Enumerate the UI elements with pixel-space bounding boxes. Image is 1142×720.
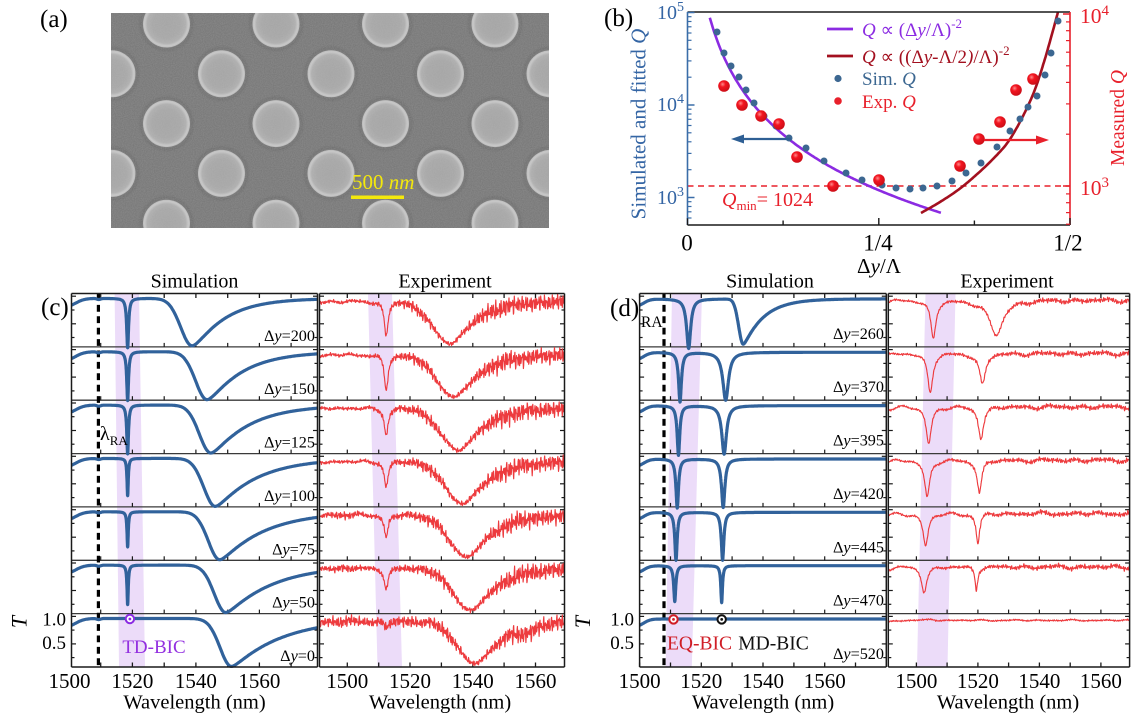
svg-text:T: T bbox=[570, 614, 595, 628]
svg-text:(d): (d) bbox=[610, 295, 639, 322]
svg-text:Qmin= 1024: Qmin= 1024 bbox=[722, 189, 813, 213]
svg-text:103: 103 bbox=[1080, 175, 1109, 200]
svg-text:1540: 1540 bbox=[1018, 669, 1060, 693]
svg-text:Wavelength (nm): Wavelength (nm) bbox=[369, 692, 511, 714]
svg-text:Δy=100: Δy=100 bbox=[264, 487, 315, 505]
svg-text:Experiment: Experiment bbox=[960, 271, 1054, 293]
svg-text:(a): (a) bbox=[40, 6, 68, 33]
svg-text:1520: 1520 bbox=[389, 669, 431, 693]
svg-text:Δy=200: Δy=200 bbox=[264, 327, 315, 345]
svg-text:Δy=260: Δy=260 bbox=[833, 325, 884, 343]
svg-text:1/2: 1/2 bbox=[1053, 231, 1082, 256]
svg-text:1500: 1500 bbox=[619, 669, 661, 693]
svg-text:Δy=395: Δy=395 bbox=[833, 432, 884, 450]
svg-text:Simulated and fitted Q: Simulated and fitted Q bbox=[627, 29, 651, 220]
svg-text:Δy=75: Δy=75 bbox=[272, 540, 315, 558]
svg-text:1/4: 1/4 bbox=[863, 231, 893, 256]
svg-text:1.0: 1.0 bbox=[610, 610, 634, 631]
svg-text:1560: 1560 bbox=[238, 669, 280, 693]
svg-text:500 nm: 500 nm bbox=[352, 170, 414, 194]
svg-text:EQ-BIC: EQ-BIC bbox=[667, 634, 732, 655]
svg-text:1520: 1520 bbox=[680, 669, 722, 693]
svg-text:T: T bbox=[7, 614, 32, 628]
svg-text:104: 104 bbox=[1080, 3, 1110, 28]
svg-text:Experiment: Experiment bbox=[398, 271, 492, 293]
svg-text:1540: 1540 bbox=[175, 669, 217, 693]
svg-text:1560: 1560 bbox=[804, 669, 846, 693]
svg-text:TD-BIC: TD-BIC bbox=[122, 637, 185, 658]
svg-text:(b): (b) bbox=[604, 5, 633, 32]
svg-text:Δy/Λ: Δy/Λ bbox=[857, 254, 902, 278]
svg-text:105: 105 bbox=[657, 0, 684, 24]
svg-text:104: 104 bbox=[657, 92, 684, 116]
svg-text:Δy=0: Δy=0 bbox=[280, 647, 315, 665]
svg-text:1500: 1500 bbox=[326, 669, 368, 693]
svg-text:Simulation: Simulation bbox=[726, 271, 814, 293]
svg-text:Δy=370: Δy=370 bbox=[833, 378, 884, 396]
svg-text:Sim. Q: Sim. Q bbox=[862, 69, 916, 90]
svg-text:1500: 1500 bbox=[895, 669, 937, 693]
svg-text:Wavelength (nm): Wavelength (nm) bbox=[123, 692, 265, 714]
svg-text:Measured Q: Measured Q bbox=[1108, 70, 1129, 166]
svg-text:Q ∝ ((Δy-Λ/2)/Λ)-2: Q ∝ ((Δy-Λ/2)/Λ)-2 bbox=[862, 43, 1010, 68]
svg-text:Δy=125: Δy=125 bbox=[264, 434, 315, 452]
svg-text:1520: 1520 bbox=[957, 669, 999, 693]
svg-text:1540: 1540 bbox=[742, 669, 784, 693]
svg-text:(c): (c) bbox=[41, 294, 69, 321]
svg-text:λRA: λRA bbox=[100, 423, 128, 448]
svg-text:Δy=50: Δy=50 bbox=[272, 594, 315, 612]
svg-text:Q ∝ (Δy/Λ)-2: Q ∝ (Δy/Λ)-2 bbox=[862, 16, 962, 41]
svg-text:Exp. Q: Exp. Q bbox=[862, 92, 916, 113]
svg-text:0.5: 0.5 bbox=[42, 633, 66, 654]
svg-text:1520: 1520 bbox=[111, 669, 153, 693]
svg-text:Δy=150: Δy=150 bbox=[264, 380, 315, 398]
svg-text:1560: 1560 bbox=[1080, 669, 1122, 693]
svg-text:1500: 1500 bbox=[49, 669, 91, 693]
svg-text:1540: 1540 bbox=[452, 669, 494, 693]
svg-text:RA: RA bbox=[641, 314, 663, 331]
svg-text:Δy=470: Δy=470 bbox=[833, 592, 884, 610]
svg-text:0: 0 bbox=[681, 231, 693, 256]
svg-text:Δy=420: Δy=420 bbox=[833, 485, 884, 503]
svg-text:Wavelength (nm): Wavelength (nm) bbox=[692, 692, 834, 714]
svg-text:Simulation: Simulation bbox=[151, 271, 239, 293]
svg-text:103: 103 bbox=[657, 185, 684, 209]
svg-text:1.0: 1.0 bbox=[42, 610, 66, 631]
svg-text:MD-BIC: MD-BIC bbox=[738, 634, 808, 655]
svg-text:Wavelength (nm): Wavelength (nm) bbox=[937, 692, 1079, 714]
svg-text:1560: 1560 bbox=[515, 669, 557, 693]
svg-text:Δy=445: Δy=445 bbox=[833, 538, 884, 556]
svg-text:0.5: 0.5 bbox=[610, 633, 634, 654]
svg-text:Δy=520: Δy=520 bbox=[833, 645, 884, 663]
